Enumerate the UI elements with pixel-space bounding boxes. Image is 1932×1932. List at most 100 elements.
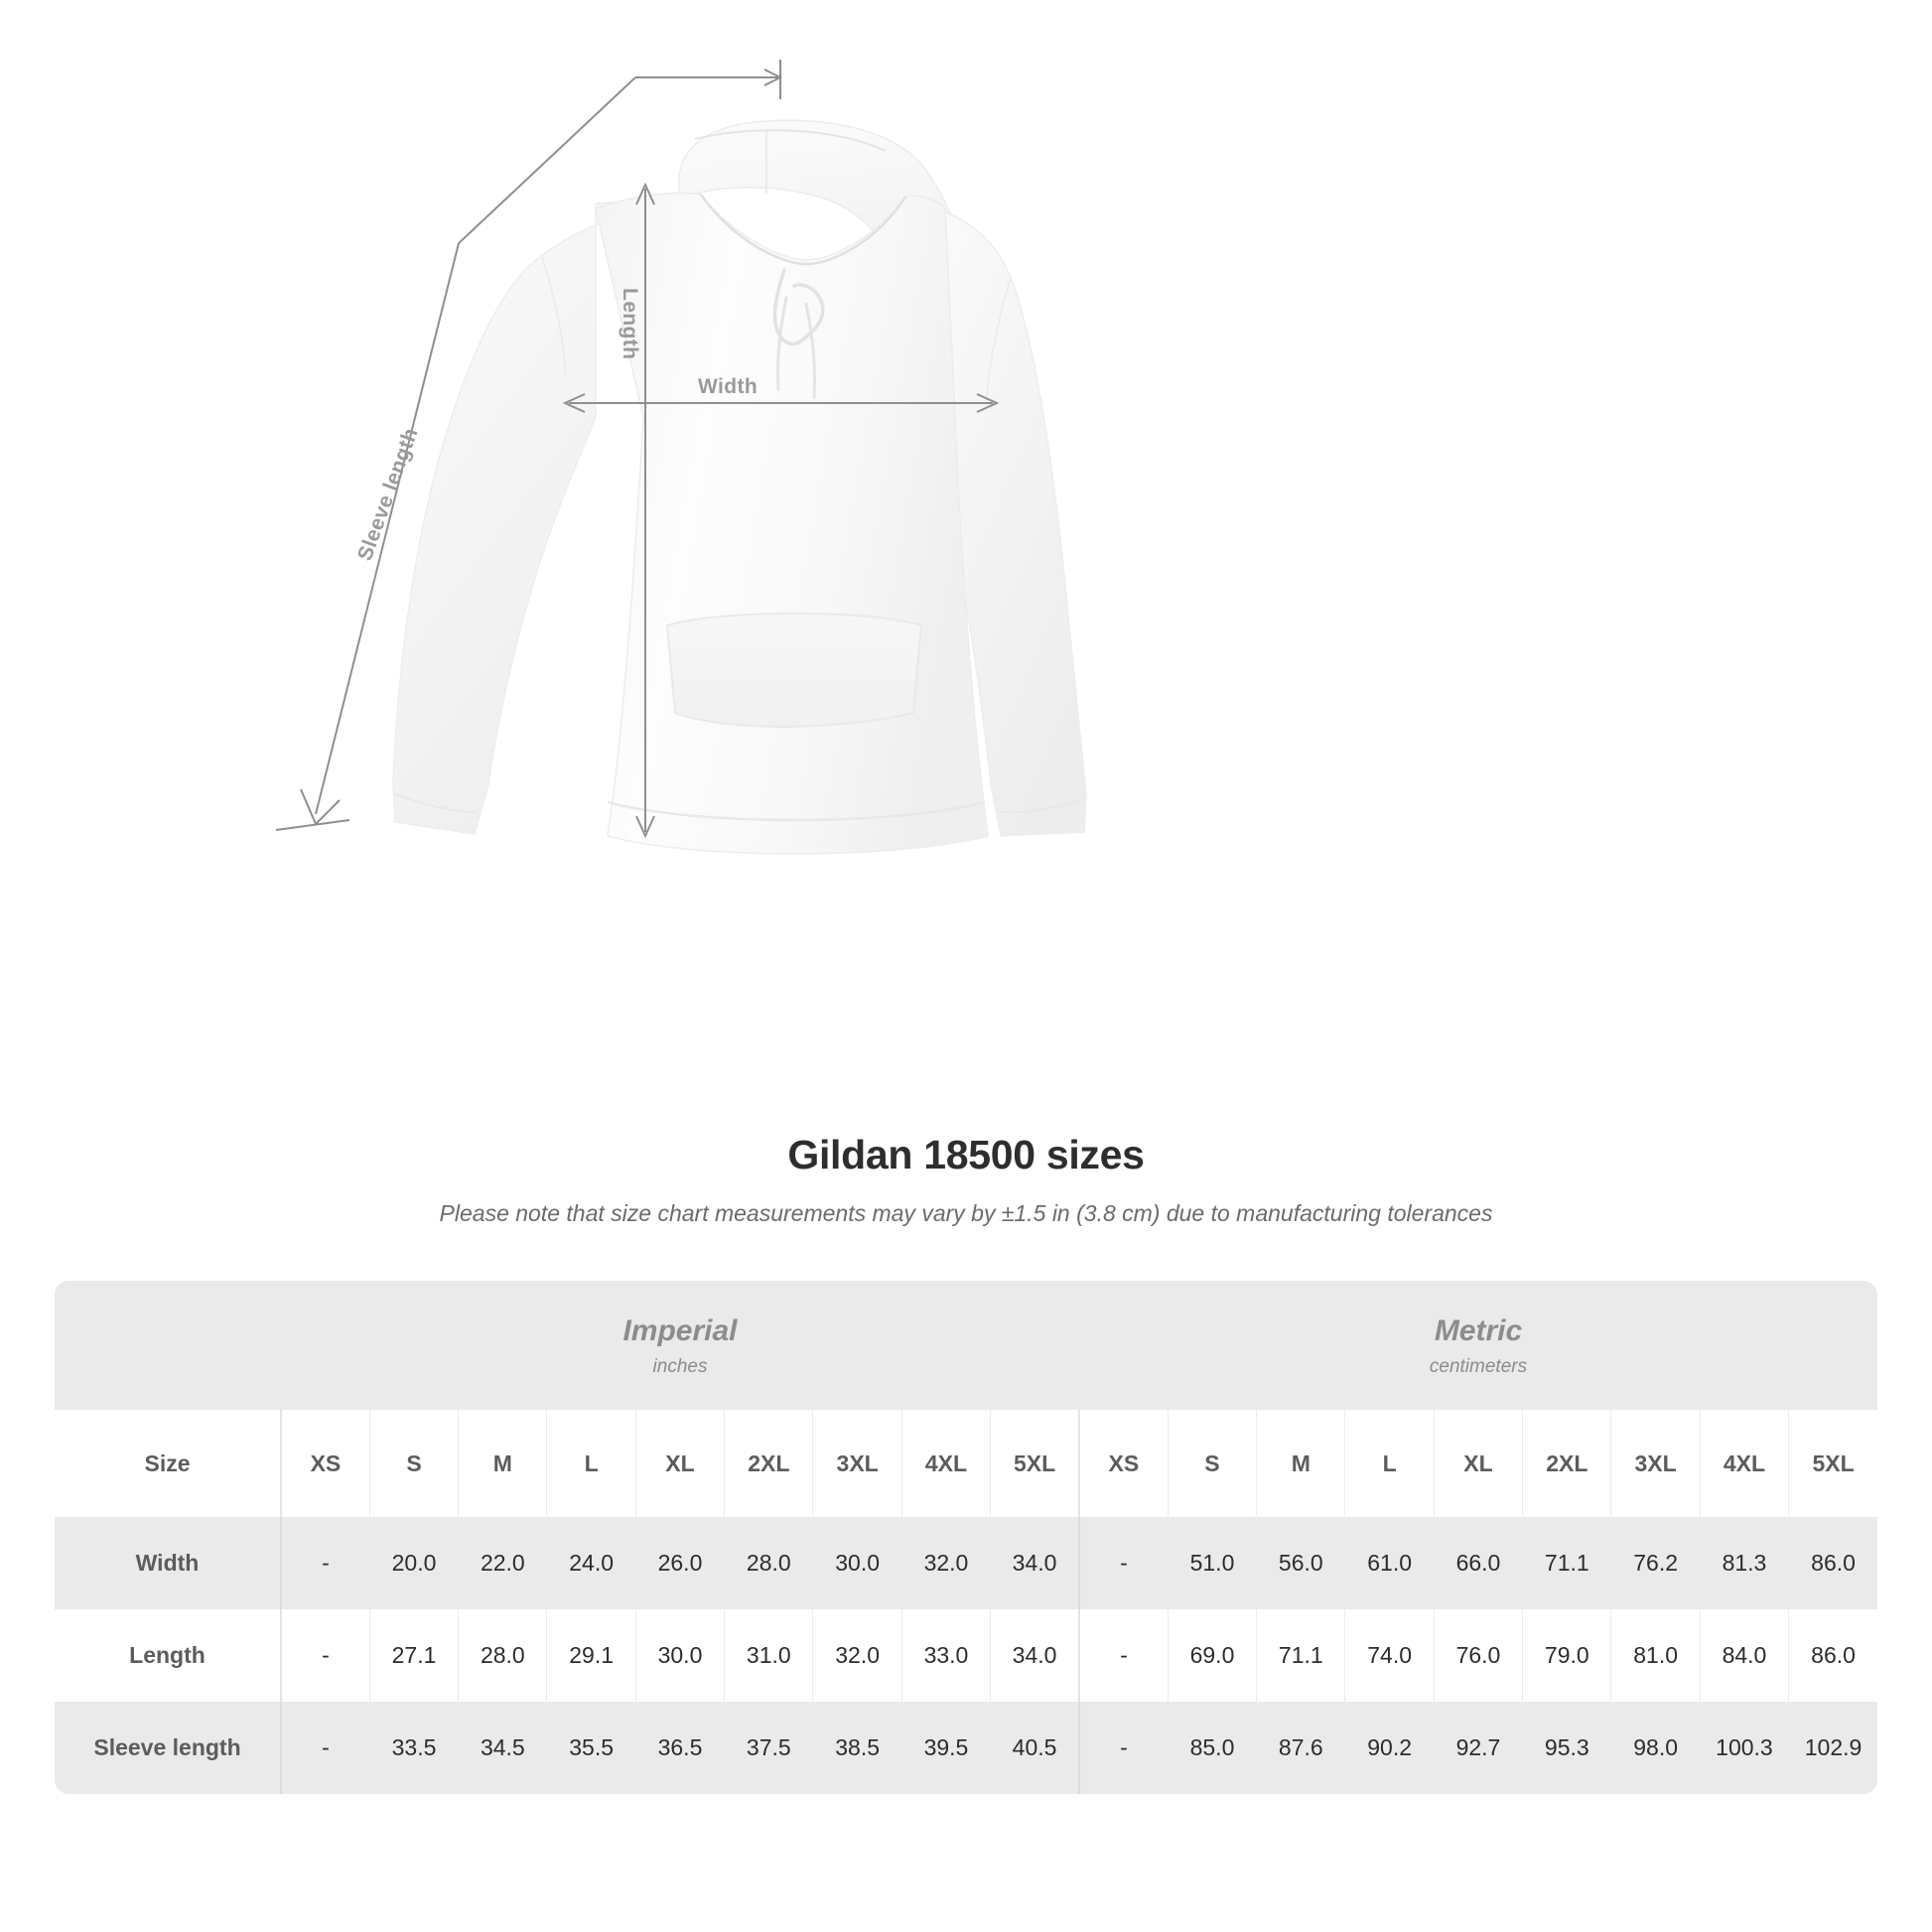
cell-sleeve-imp-l: 35.5 [546, 1702, 636, 1794]
cell-sleeve-met-4xl: 100.3 [1699, 1702, 1789, 1794]
length-measure-line [635, 182, 655, 839]
cell-length-imp-xl: 30.0 [634, 1609, 725, 1702]
cell-length-imp-5xl: 34.0 [990, 1609, 1079, 1702]
cell-width-imp-xs: - [279, 1517, 370, 1609]
unit-group-header-row: Imperial inches Metric centimeters [55, 1281, 1877, 1410]
cell-width-met-xs: - [1077, 1517, 1169, 1609]
cell-length-imp-2xl: 31.0 [724, 1609, 813, 1702]
sleeve-bottom-tick [275, 819, 350, 831]
neckline [699, 194, 907, 266]
hood-seam [694, 129, 887, 152]
size-header-met-xl: XL [1433, 1410, 1523, 1517]
unit-group-metric-name: Metric [1434, 1314, 1523, 1348]
cell-length-imp-l: 29.1 [546, 1609, 636, 1702]
size-header-imp-xs: XS [279, 1410, 370, 1517]
cell-length-met-l: 74.0 [1344, 1609, 1435, 1702]
sleeve-length-measure-line [315, 76, 777, 815]
size-header-met-2xl: 2XL [1522, 1410, 1611, 1517]
cell-length-met-s: 69.0 [1167, 1609, 1257, 1702]
cell-length-met-5xl: 86.0 [1788, 1609, 1877, 1702]
cell-width-imp-2xl: 28.0 [724, 1517, 813, 1609]
row-label-width: Width [55, 1517, 281, 1609]
size-header-imp-s: S [368, 1410, 459, 1517]
cell-width-met-5xl: 86.0 [1788, 1517, 1877, 1609]
size-header-met-m: M [1256, 1410, 1345, 1517]
cell-length-met-4xl: 84.0 [1699, 1609, 1789, 1702]
size-header-imp-m: M [458, 1410, 547, 1517]
cell-sleeve-met-m: 87.6 [1256, 1702, 1345, 1794]
right-cuff-seam [998, 798, 1085, 814]
drawstring-left-loop [772, 268, 802, 346]
size-column-header: Size [55, 1410, 281, 1517]
cell-width-imp-4xl: 32.0 [900, 1517, 991, 1609]
cell-width-met-l: 61.0 [1344, 1517, 1435, 1609]
cell-sleeve-met-l: 90.2 [1344, 1702, 1435, 1794]
table-row: Sleeve length - 33.5 34.5 35.5 36.5 37.5… [55, 1702, 1877, 1794]
cell-length-met-3xl: 81.0 [1610, 1609, 1701, 1702]
cell-width-met-m: 56.0 [1256, 1517, 1345, 1609]
unit-group-metric-unit: centimeters [1429, 1355, 1528, 1377]
width-measure-line [562, 393, 1000, 413]
row-label-length: Length [55, 1609, 281, 1702]
left-sleeve [392, 198, 682, 835]
cell-sleeve-imp-xl: 36.5 [634, 1702, 725, 1794]
cell-length-met-xl: 76.0 [1433, 1609, 1523, 1702]
left-cuff-seam [394, 793, 478, 813]
cell-width-imp-m: 22.0 [458, 1517, 547, 1609]
cell-length-imp-4xl: 33.0 [900, 1609, 991, 1702]
cell-width-imp-l: 24.0 [546, 1517, 636, 1609]
size-header-met-xs: XS [1077, 1410, 1169, 1517]
cell-sleeve-imp-4xl: 39.5 [900, 1702, 991, 1794]
cell-sleeve-met-3xl: 98.0 [1610, 1702, 1701, 1794]
cell-width-met-xl: 66.0 [1433, 1517, 1523, 1609]
hoodie-illustration [275, 60, 1087, 855]
bottom-hem-seam [607, 800, 986, 822]
cell-sleeve-imp-2xl: 37.5 [724, 1702, 813, 1794]
unit-group-imperial-name: Imperial [622, 1314, 738, 1348]
left-shoulder-seam [540, 253, 567, 378]
title-block: Gildan 18500 sizes Please note that size… [0, 1132, 1932, 1227]
cell-sleeve-met-2xl: 95.3 [1522, 1702, 1611, 1794]
cell-length-met-xs: - [1077, 1609, 1169, 1702]
size-header-row: Size XS S M L XL 2XL 3XL 4XL 5XL XS S M … [55, 1410, 1877, 1517]
size-header-imp-2xl: 2XL [724, 1410, 813, 1517]
cell-length-imp-3xl: 32.0 [812, 1609, 902, 1702]
page-title: Gildan 18500 sizes [787, 1132, 1145, 1177]
cell-sleeve-imp-5xl: 40.5 [990, 1702, 1079, 1794]
right-shoulder-seam [986, 277, 1012, 398]
cell-sleeve-met-s: 85.0 [1167, 1702, 1257, 1794]
size-header-met-5xl: 5XL [1788, 1410, 1877, 1517]
kangaroo-pocket [665, 612, 923, 729]
cell-width-met-3xl: 76.2 [1610, 1517, 1701, 1609]
cell-length-imp-xs: - [279, 1609, 370, 1702]
cell-width-met-2xl: 71.1 [1522, 1517, 1611, 1609]
cell-sleeve-imp-m: 34.5 [458, 1702, 547, 1794]
cell-width-imp-s: 20.0 [368, 1517, 459, 1609]
size-table: Imperial inches Metric centimeters Size … [55, 1281, 1877, 1794]
table-row: Width - 20.0 22.0 24.0 26.0 28.0 30.0 32… [55, 1517, 1877, 1609]
cell-width-imp-xl: 26.0 [634, 1517, 725, 1609]
tolerance-note: Please note that size chart measurements… [439, 1200, 1493, 1226]
size-header-met-s: S [1167, 1410, 1257, 1517]
cell-sleeve-imp-xs: - [279, 1702, 370, 1794]
cell-sleeve-met-xl: 92.7 [1433, 1702, 1523, 1794]
cell-width-met-4xl: 81.3 [1699, 1517, 1789, 1609]
length-label: Length [619, 288, 641, 360]
width-label: Width [698, 375, 759, 398]
size-header-met-4xl: 4XL [1699, 1410, 1789, 1517]
cell-width-imp-3xl: 30.0 [812, 1517, 902, 1609]
size-header-imp-l: L [546, 1410, 636, 1517]
size-header-met-l: L [1344, 1410, 1435, 1517]
size-header-imp-xl: XL [634, 1410, 725, 1517]
cell-sleeve-imp-3xl: 38.5 [812, 1702, 902, 1794]
cell-length-imp-m: 28.0 [458, 1609, 547, 1702]
size-table-container: Imperial inches Metric centimeters Size … [55, 1281, 1877, 1794]
cell-length-met-2xl: 79.0 [1522, 1609, 1611, 1702]
size-header-met-3xl: 3XL [1610, 1410, 1701, 1517]
cell-sleeve-met-xs: - [1077, 1702, 1169, 1794]
unit-group-imperial-unit: inches [652, 1355, 708, 1377]
cell-length-imp-s: 27.1 [368, 1609, 459, 1702]
size-header-imp-3xl: 3XL [812, 1410, 902, 1517]
cell-sleeve-met-5xl: 102.9 [1788, 1702, 1877, 1794]
